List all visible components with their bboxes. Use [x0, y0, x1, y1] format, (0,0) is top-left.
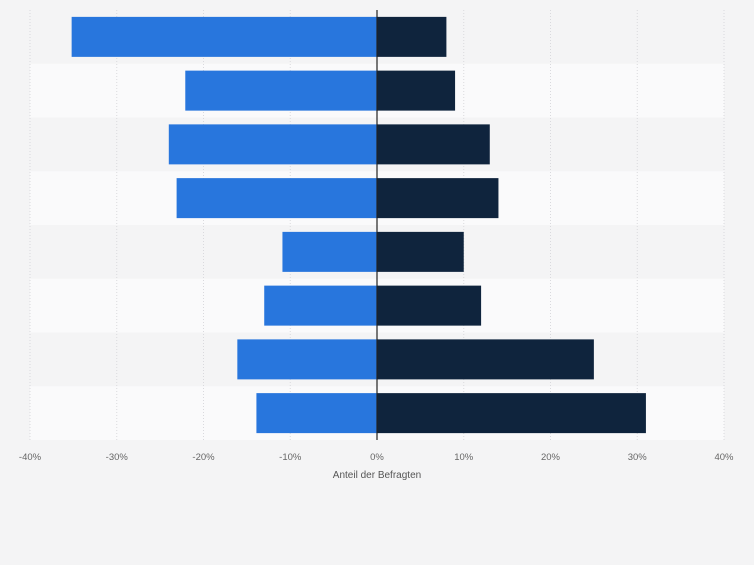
bar-series-2 [377, 70, 456, 111]
x-tick-label: -10% [279, 452, 302, 463]
bar-series-1 [176, 178, 377, 219]
bar-series-1 [168, 124, 377, 165]
x-tick-label: 0% [370, 452, 384, 463]
x-axis-label: Anteil der Befragten [333, 470, 421, 481]
bar-series-2 [377, 339, 594, 380]
bar-series-1 [71, 16, 377, 57]
bars [71, 16, 646, 434]
x-tick-label: 40% [714, 452, 734, 463]
x-tick-label: -20% [192, 452, 215, 463]
x-tick-label: -40% [19, 452, 42, 463]
x-tick-labels: -40% -30% -20% -10% 0% 10% 20% 30% 40% [19, 452, 734, 463]
bar-series-1 [237, 339, 377, 380]
bar-series-2 [377, 285, 482, 326]
x-tick-label: 20% [541, 452, 561, 463]
bar-series-1 [256, 393, 377, 434]
bar-series-2 [377, 393, 646, 434]
bar-series-1 [185, 70, 377, 111]
bar-series-2 [377, 16, 447, 57]
x-tick-label: 30% [628, 452, 648, 463]
x-tick-label: -30% [106, 452, 129, 463]
bar-series-2 [377, 231, 464, 272]
bar-series-2 [377, 124, 490, 165]
bar-series-2 [377, 178, 499, 219]
bar-series-1 [264, 285, 377, 326]
bar-series-1 [282, 231, 377, 272]
x-tick-label: 10% [454, 452, 474, 463]
